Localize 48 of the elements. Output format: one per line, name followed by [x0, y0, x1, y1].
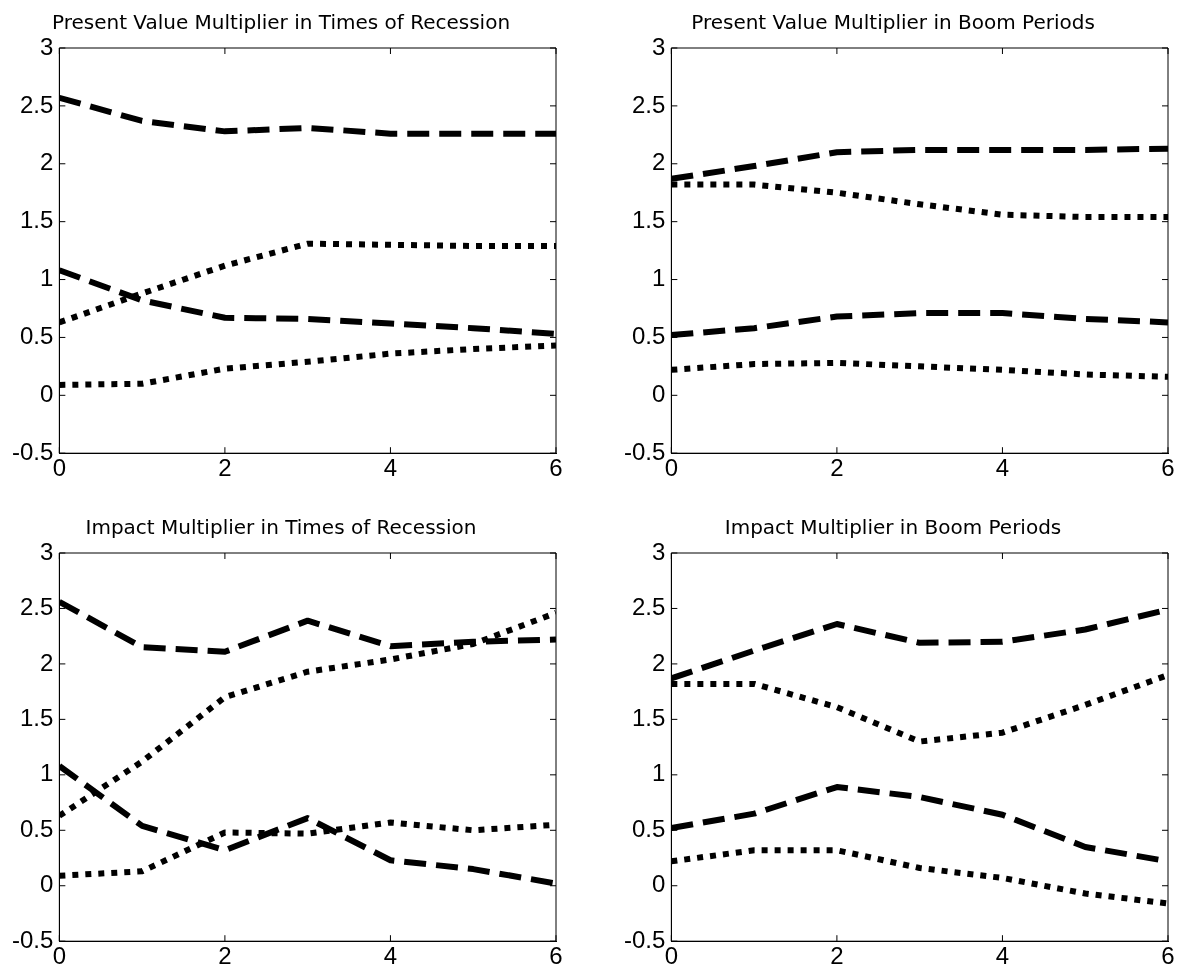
y-tick-label: 1.5 — [631, 206, 666, 234]
y-tick-label: 1 — [40, 759, 54, 787]
chart-title: Impact Multiplier in Boom Periods — [724, 515, 1062, 540]
y-tick-label: -0.5 — [624, 925, 666, 953]
y-tick-label: 2 — [652, 648, 666, 676]
y-tick-label: -0.5 — [12, 925, 54, 953]
y-tick-label: 2.5 — [631, 593, 666, 621]
x-tick-label: 6 — [549, 454, 563, 482]
y-tick-label: 3 — [40, 32, 54, 60]
y-tick-label: 0 — [40, 870, 54, 898]
chart-title: Impact Multiplier in Times of Recession — [85, 515, 477, 540]
y-tick-label: -0.5 — [12, 437, 54, 465]
y-tick-label: 0 — [40, 379, 54, 407]
y-tick-label: 0.5 — [631, 814, 666, 842]
y-tick-label: 2 — [40, 648, 54, 676]
y-tick-label: 0 — [652, 379, 666, 407]
x-tick-label: 2 — [218, 454, 232, 482]
y-tick-label: 1 — [652, 264, 666, 292]
x-tick-label: 4 — [995, 454, 1010, 482]
y-tick-label: 0 — [652, 870, 666, 898]
y-tick-label: 3 — [652, 32, 666, 60]
chart-title: Present Value Multiplier in Times of Recession — [51, 10, 511, 35]
x-tick-label: 4 — [995, 942, 1010, 970]
y-tick-label: 0.5 — [631, 322, 666, 350]
y-tick-label: 1.5 — [19, 704, 54, 731]
x-tick-label: 2 — [830, 942, 844, 970]
y-tick-label: 1 — [40, 264, 54, 292]
y-tick-label: -0.5 — [624, 437, 666, 465]
x-tick-label: 6 — [1161, 454, 1175, 482]
y-tick-label: 2.5 — [19, 90, 54, 118]
y-tick-label: 2 — [652, 148, 666, 176]
y-tick-label: 2.5 — [19, 593, 54, 621]
x-tick-label: 4 — [383, 454, 398, 482]
y-tick-label: 2 — [40, 148, 54, 176]
x-tick-label: 2 — [830, 454, 844, 482]
x-tick-label: 6 — [1161, 942, 1175, 970]
x-tick-label: 6 — [549, 942, 563, 970]
y-tick-label: 0.5 — [19, 322, 54, 350]
x-tick-label: 4 — [383, 942, 398, 970]
y-tick-label: 2.5 — [631, 90, 666, 118]
y-tick-label: 0.5 — [19, 814, 54, 842]
y-tick-label: 1.5 — [19, 206, 54, 234]
y-tick-label: 1.5 — [631, 704, 666, 731]
chart-title: Present Value Multiplier in Boom Periods — [691, 10, 1095, 35]
x-tick-label: 2 — [218, 942, 232, 970]
y-tick-label: 3 — [652, 537, 666, 565]
y-tick-label: 3 — [40, 537, 54, 565]
y-tick-label: 1 — [652, 759, 666, 787]
